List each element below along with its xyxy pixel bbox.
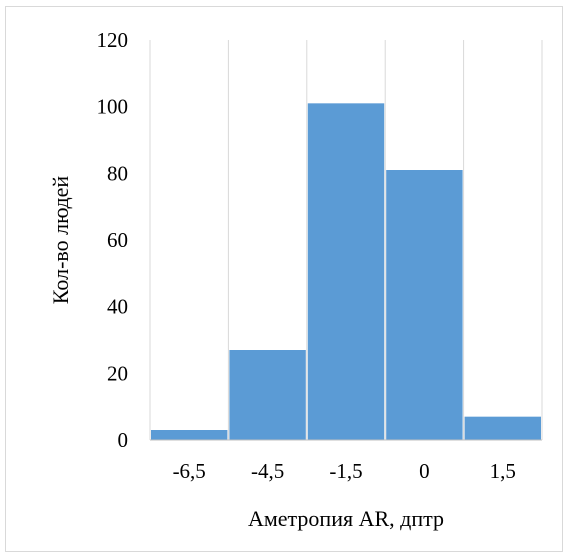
x-tick-label: -4,5	[251, 459, 284, 483]
y-tick-label: 40	[107, 295, 128, 319]
y-tick-labels: 0 20 40 60 80 100 120	[97, 28, 129, 452]
bars	[151, 103, 541, 440]
y-tick-label: 100	[97, 95, 129, 119]
bar-2	[229, 350, 306, 440]
y-tick-label: 0	[118, 428, 129, 452]
y-tick-label: 80	[107, 161, 128, 185]
bar-3	[307, 103, 385, 440]
grid-lines	[149, 40, 543, 440]
bar-4	[386, 170, 463, 440]
x-tick-label: 1,5	[490, 459, 516, 483]
x-tick-label: 0	[419, 459, 430, 483]
y-axis-title: Кол-во людей	[48, 176, 73, 305]
bar-1	[151, 430, 228, 440]
chart-frame	[5, 6, 563, 552]
y-tick-label: 20	[107, 361, 128, 385]
y-tick-label: 60	[107, 228, 128, 252]
x-tick-label: -6,5	[173, 459, 206, 483]
bar-5	[464, 416, 541, 440]
x-axis-title: Аметропия AR, дптр	[248, 506, 444, 531]
x-tick-label: -1,5	[329, 459, 362, 483]
x-tick-labels: -6,5 -4,5 -1,5 0 1,5	[173, 459, 516, 483]
y-tick-label: 120	[97, 28, 129, 52]
